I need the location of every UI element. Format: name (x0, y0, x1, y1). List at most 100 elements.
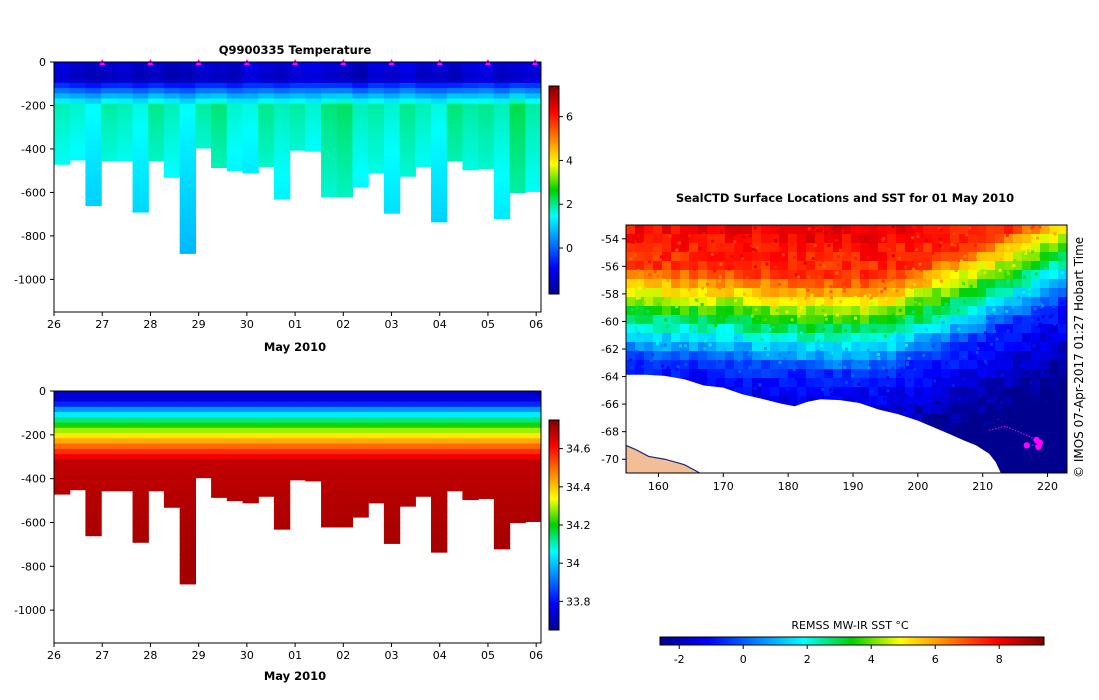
profile-column (116, 62, 134, 162)
profile-column (273, 62, 291, 200)
x-tick-label: 01 (288, 318, 302, 331)
profile-column (85, 62, 102, 207)
x-tick-label: 02 (336, 318, 350, 331)
lat-tick-label: -64 (601, 371, 619, 384)
y-tick-label: -1000 (14, 604, 46, 617)
profile-column (163, 62, 181, 178)
profile-column (258, 62, 275, 167)
temperature-x-label: May 2010 (264, 340, 326, 354)
sst-colorbar-tick-label: 6 (932, 653, 939, 666)
y-tick-label: -800 (21, 230, 46, 243)
profile-column (226, 391, 244, 502)
land-patch (626, 444, 701, 473)
lon-tick-label: 220 (1037, 480, 1058, 493)
lon-tick-label: 190 (842, 480, 863, 493)
profile-column (383, 391, 401, 544)
y-tick-label: -600 (21, 186, 46, 199)
profile-column (179, 62, 196, 254)
imos-credit: © IMOS 07-Apr-2017 01:27 Hobart Time (1072, 237, 1086, 478)
profile-column (525, 391, 541, 522)
sst-colorbar-tick-label: 0 (740, 653, 747, 666)
profile-column (54, 391, 71, 495)
temperature-plot-frame (53, 61, 542, 313)
profile-column (54, 62, 71, 165)
profile-column (446, 62, 464, 162)
y-tick-label: -800 (21, 560, 46, 573)
colorbar-tick-label: 2 (566, 198, 573, 211)
salinity-x-ticks: 26 27 28 29 30 01 02 03 04 05 06 (47, 643, 543, 662)
profile-column (242, 62, 259, 174)
lon-tick-label: 180 (778, 480, 799, 493)
profile-column (509, 62, 526, 194)
profile-column (352, 62, 369, 188)
x-tick-label: 04 (433, 649, 447, 662)
profile-column (211, 62, 228, 169)
profile-column (116, 391, 134, 492)
x-tick-label: 04 (433, 318, 447, 331)
x-tick-label: 29 (192, 318, 206, 331)
x-tick-label: 06 (529, 649, 543, 662)
profile-column (336, 391, 354, 528)
salinity-profiles (54, 391, 541, 585)
profile-column (462, 62, 479, 171)
profile-column (289, 62, 306, 151)
profile-column (242, 391, 259, 504)
lat-tick-label: -66 (601, 398, 619, 411)
salinity-y-ticks: 0 -200 -400 -600 -800 -1000 (14, 385, 54, 617)
profile-column (478, 391, 495, 499)
island-ice (669, 407, 689, 430)
temperature-colorbar (548, 85, 560, 295)
lat-tick-label: -62 (601, 343, 619, 356)
sst-colorbar-label: REMSS MW-IR SST °C (791, 619, 909, 632)
lon-tick-label: 200 (907, 480, 928, 493)
map-field (626, 225, 1067, 473)
map-lat-ticks: -54 -56 -58 -60 -62 -64 -66 -68 -70 (601, 233, 626, 466)
colorbar-tick-label: 4 (566, 154, 573, 167)
profile-column (415, 62, 432, 167)
sst-colorbar-tick-label: -2 (674, 653, 685, 666)
salinity-x-label: May 2010 (264, 669, 326, 683)
profile-column (525, 62, 541, 192)
temperature-chart: Q9900335 Temperature 0 -200 -400 -600 -800 -1… (14, 43, 573, 354)
seal-track (989, 425, 1044, 450)
sst-colorbar-tick-label: 4 (868, 653, 875, 666)
sst-map: SealCTD Surface Locations and SST for 01… (601, 191, 1068, 666)
lat-tick-label: -58 (601, 288, 619, 301)
y-tick-label: -200 (21, 429, 46, 442)
y-tick-label: -400 (21, 473, 46, 486)
colorbar-tick-label: 0 (566, 242, 573, 255)
profile-column (321, 391, 338, 528)
profile-column (321, 62, 338, 198)
temperature-y-ticks: 0 -200 -400 -600 -800 -1000 (14, 56, 54, 286)
profile-column (69, 391, 87, 491)
colorbar-tick-label: 34 (566, 557, 580, 570)
profile-column (352, 391, 369, 518)
profile-column (368, 391, 385, 504)
x-tick-label: 06 (529, 318, 543, 331)
profile-column (493, 62, 511, 220)
salinity-chart: 0 -200 -400 -600 -800 -1000 26 27 28 29 30 01 02 03 0… (14, 385, 590, 683)
profile-column (478, 62, 495, 170)
seal-location (1035, 443, 1042, 450)
salinity-colorbar (548, 419, 560, 631)
profile-column (399, 391, 416, 507)
profile-column (226, 62, 244, 172)
sst-colorbar (659, 636, 1045, 646)
profile-column (211, 391, 228, 498)
lat-tick-label: -68 (601, 426, 619, 439)
sst-colorbar-tick-label: 8 (996, 653, 1003, 666)
x-tick-label: 03 (385, 318, 399, 331)
x-tick-label: 27 (95, 318, 109, 331)
profile-column (336, 62, 354, 198)
profile-column (101, 62, 118, 162)
y-tick-label: -400 (21, 143, 46, 156)
profile-column (195, 62, 212, 149)
profile-column (509, 391, 526, 524)
profile-column (148, 62, 165, 162)
profile-column (101, 391, 118, 492)
lon-tick-label: 170 (713, 480, 734, 493)
x-tick-label: 26 (47, 318, 61, 331)
profile-column (289, 391, 306, 481)
x-tick-label: 01 (288, 649, 302, 662)
